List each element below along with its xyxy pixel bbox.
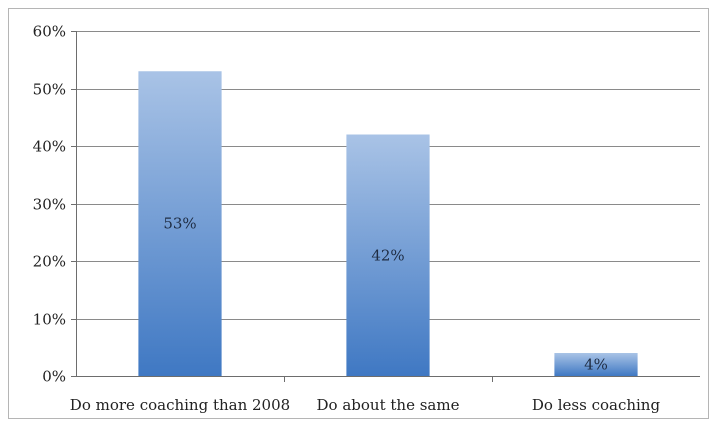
y-tick-label: 40% (33, 138, 66, 156)
bar (346, 134, 430, 376)
x-category-label: Do less coaching (532, 396, 661, 414)
bar (554, 353, 638, 376)
data-label: 53% (163, 215, 196, 233)
labels: 0% 10% 20% 30% 40% 50% 60% 53% Do more coaching … (33, 23, 661, 415)
x-category-label: Do about the same (317, 396, 460, 414)
data-label: 4% (584, 356, 608, 374)
y-tick-label: 30% (33, 196, 66, 214)
bar (138, 71, 222, 376)
y-tick-label: 0% (42, 368, 66, 386)
bars (138, 71, 638, 376)
y-tick-label: 20% (33, 253, 66, 271)
y-tick-label: 50% (33, 81, 66, 99)
y-tick-label: 60% (33, 23, 66, 41)
y-tick-label: 10% (33, 311, 66, 329)
axes (71, 31, 700, 382)
x-category-label: Do more coaching than 2008 (70, 396, 290, 414)
data-label: 42% (371, 246, 404, 264)
